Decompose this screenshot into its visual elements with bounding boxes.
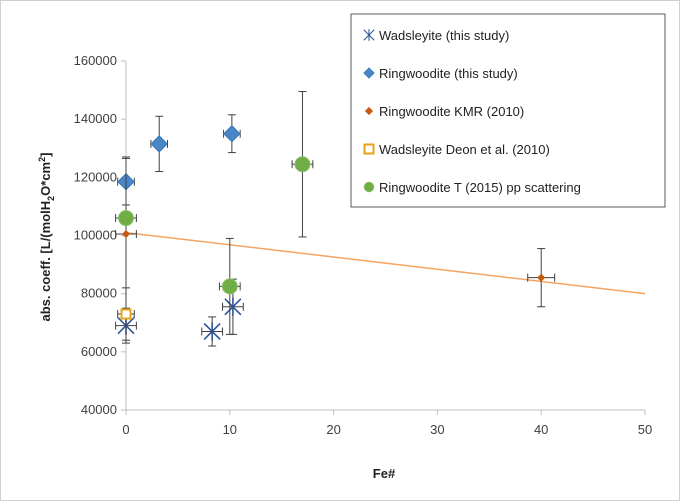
y-tick-label: 100000 bbox=[74, 228, 117, 243]
x-tick-label: 0 bbox=[122, 422, 129, 437]
y-tick-label: 60000 bbox=[81, 344, 117, 359]
data-point bbox=[221, 278, 238, 295]
legend-label: Wadsleyite Deon et al. (2010) bbox=[379, 142, 550, 157]
legend-marker bbox=[363, 181, 375, 193]
y-tick-label: 40000 bbox=[81, 402, 117, 417]
data-point bbox=[121, 229, 131, 239]
legend-item: Ringwoodite T (2015) pp scattering bbox=[363, 180, 581, 195]
y-tick-label: 160000 bbox=[74, 53, 117, 68]
legend-marker bbox=[364, 106, 374, 116]
x-axis-title: Fe# bbox=[373, 466, 396, 481]
data-point bbox=[294, 156, 311, 173]
legend-item: Wadsleyite (this study) bbox=[363, 28, 509, 43]
y-tick-label: 140000 bbox=[74, 111, 117, 126]
series-4 bbox=[117, 287, 135, 341]
x-tick-label: 50 bbox=[638, 422, 652, 437]
legend-label: Ringwoodite KMR (2010) bbox=[379, 104, 524, 119]
y-axis-title: abs. coeff. [L/(molH2O*cm2] bbox=[37, 153, 56, 322]
x-tick-label: 30 bbox=[430, 422, 444, 437]
legend-marker bbox=[363, 143, 375, 155]
trendline bbox=[125, 231, 646, 295]
legend-item: Ringwoodite KMR (2010) bbox=[364, 104, 524, 119]
x-tick-label: 40 bbox=[534, 422, 548, 437]
legend-label: Wadsleyite (this study) bbox=[379, 28, 509, 43]
legend-item: Ringwoodite (this study) bbox=[363, 66, 518, 81]
data-point bbox=[224, 297, 242, 316]
data-point bbox=[150, 135, 168, 153]
legend-marker bbox=[363, 67, 375, 79]
legend-box bbox=[350, 13, 666, 208]
x-tick-label: 10 bbox=[223, 422, 237, 437]
data-point bbox=[203, 322, 221, 341]
series-5 bbox=[115, 91, 314, 335]
data-points-layer bbox=[115, 91, 556, 347]
legend-item: Wadsleyite Deon et al. (2010) bbox=[363, 142, 550, 157]
legend-label: Ringwoodite T (2015) pp scattering bbox=[379, 180, 581, 195]
data-point bbox=[118, 210, 134, 227]
legend-marker bbox=[363, 29, 375, 41]
y-tick-label: 80000 bbox=[81, 286, 117, 301]
trendline-layer bbox=[125, 231, 646, 295]
series-2 bbox=[117, 114, 241, 206]
data-point bbox=[223, 125, 241, 143]
legend: Wadsleyite (this study) Ringwoodite (this… bbox=[350, 13, 666, 208]
axes: 40000 60000 80000 100000 120000 140000 160000 0… bbox=[74, 53, 653, 437]
series-3 bbox=[115, 156, 556, 312]
legend-label: Ringwoodite (this study) bbox=[379, 66, 518, 81]
x-tick-label: 20 bbox=[326, 422, 340, 437]
y-tick-label: 120000 bbox=[74, 169, 117, 184]
data-point bbox=[537, 273, 546, 282]
data-point bbox=[120, 308, 132, 320]
